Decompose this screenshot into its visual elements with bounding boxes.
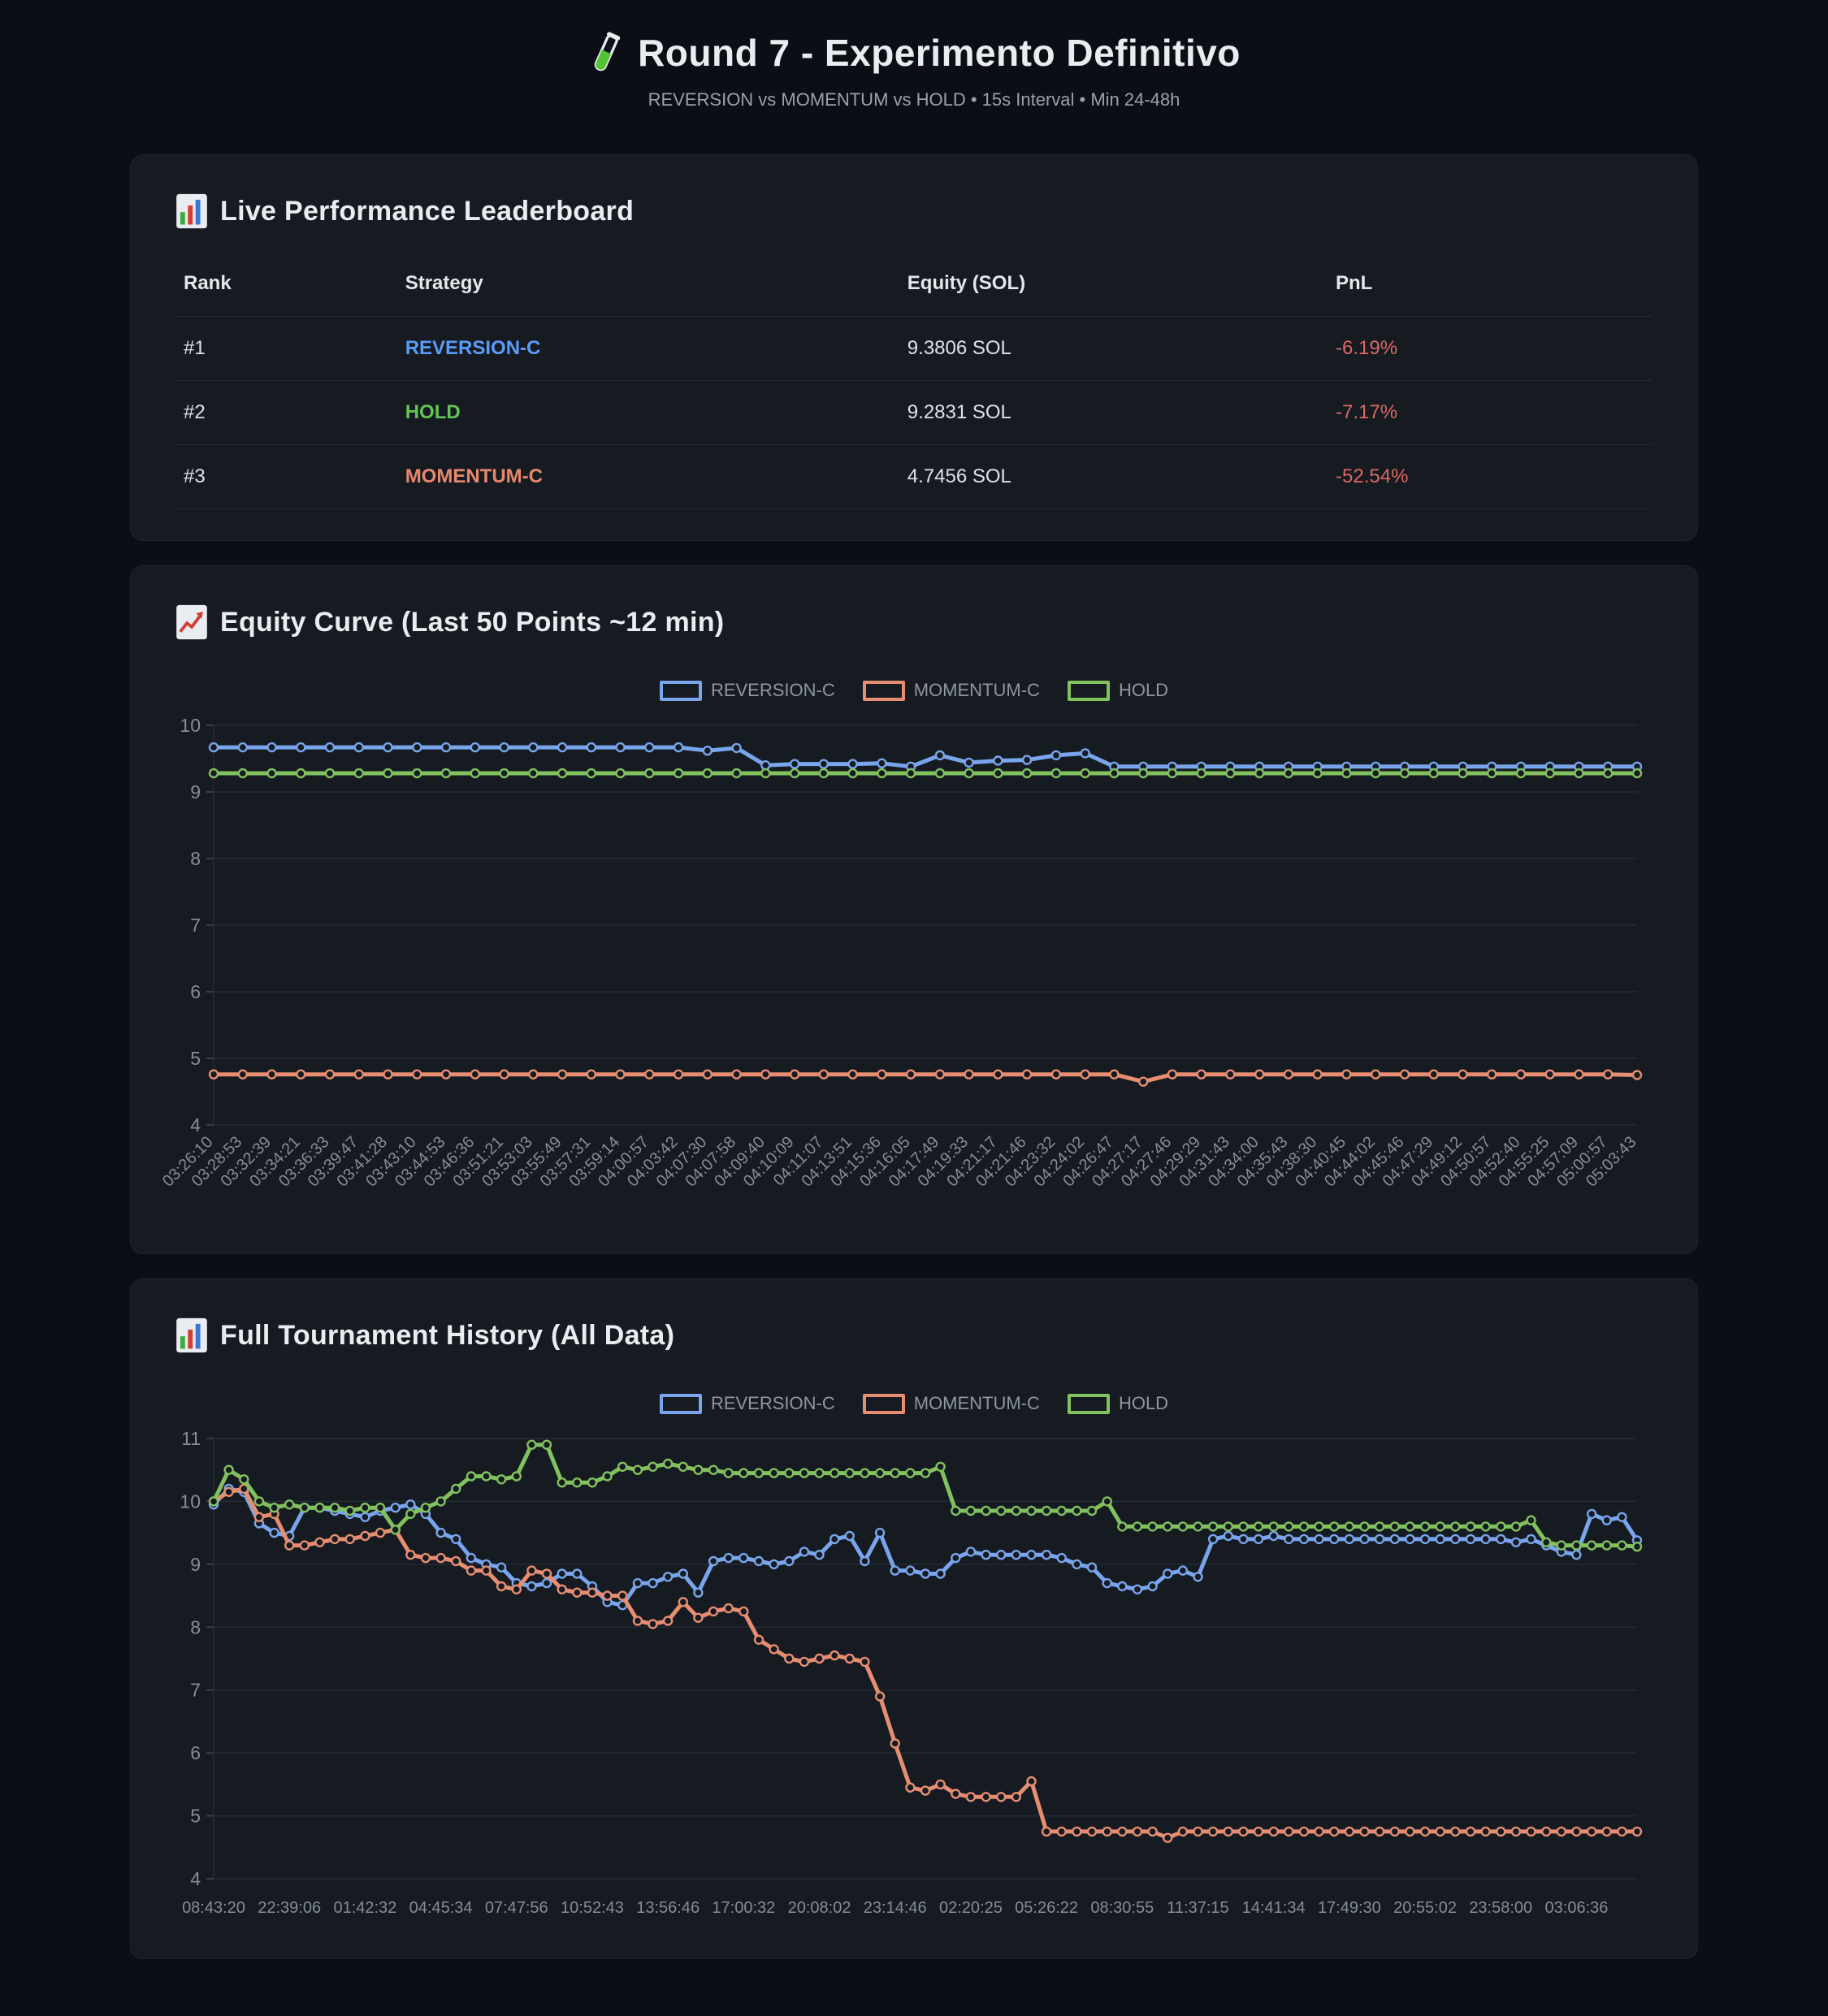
pnl-cell: -7.17% [1328,380,1653,445]
rank-cell: #2 [175,380,397,445]
equity-column-header: Equity (SOL) [907,272,1026,294]
leaderboard-title-text: Live Performance Leaderboard [220,195,635,227]
dashboard-page: Round 7 - Experimento Definitivo REVERSI… [130,0,1698,2016]
page-subtitle: REVERSION vs MOMENTUM vs HOLD • 15s Inte… [648,89,1180,110]
legend-swatch [659,1393,702,1414]
equity-curve-title-text: Equity Curve (Last 50 Points ~12 min) [220,606,725,638]
table-row: #2 HOLD 9.2831 SOL -7.17% [175,380,1653,445]
svg-text:8: 8 [190,1616,201,1637]
strategy-cell: MOMENTUM-C [396,444,899,509]
bar-chart-icon [175,1317,208,1354]
svg-text:23:58:00: 23:58:00 [1469,1899,1532,1917]
leaderboard-body: #1 REVERSION-C 9.3806 SOL -6.19% #2 HOLD 9.283… [175,316,1653,509]
legend-label: MOMENTUM-C [913,680,1040,700]
svg-text:03:06:36: 03:06:36 [1545,1899,1609,1917]
leaderboard-title: Live Performance Leaderboard [175,193,1653,230]
svg-text:23:14:46: 23:14:46 [864,1899,927,1917]
rank-column-header: Rank [184,272,232,294]
svg-text:07:47:56: 07:47:56 [485,1899,548,1917]
legend-item-reversion-c[interactable]: REVERSION-C [659,680,835,701]
tournament-history-title: Full Tournament History (All Data) [163,1317,1665,1354]
equity-cell: 9.2831 SOL [899,380,1328,445]
svg-text:6: 6 [190,1742,201,1763]
svg-text:08:43:20: 08:43:20 [182,1899,245,1917]
strategy-cell: HOLD [396,380,899,445]
svg-text:5: 5 [190,1806,201,1827]
tournament-history-card: Full Tournament History (All Data) REVER… [130,1278,1698,1959]
svg-text:6: 6 [190,981,201,1002]
legend-swatch [1067,1393,1110,1414]
svg-text:08:30:55: 08:30:55 [1090,1899,1154,1917]
svg-text:7: 7 [190,1680,201,1701]
table-header-row: Rank Strategy Equity (SOL) PnL [175,254,1653,317]
chart-legend: REVERSION-C MOMENTUM-C HOLD [163,680,1665,701]
rank-cell: #1 [175,316,397,381]
svg-text:17:00:32: 17:00:32 [712,1899,775,1917]
chart-increasing-icon [175,604,208,641]
svg-text:10: 10 [180,1490,201,1512]
page-title: Round 7 - Experimento Definitivo [130,31,1698,75]
strategy-cell: REVERSION-C [396,316,899,381]
svg-text:20:55:02: 20:55:02 [1393,1899,1457,1917]
pnl-cell: -6.19% [1328,316,1653,381]
svg-text:20:08:02: 20:08:02 [788,1899,851,1917]
table-row: #1 REVERSION-C 9.3806 SOL -6.19% [175,316,1653,381]
svg-text:4: 4 [190,1114,201,1136]
svg-text:9: 9 [190,1554,201,1575]
svg-text:5: 5 [190,1048,201,1069]
svg-text:4: 4 [190,1868,201,1889]
svg-text:11:37:15: 11:37:15 [1167,1899,1228,1917]
equity-curve-chart: 1098765403:26:1003:28:5303:32:3903:34:21… [159,715,1643,1191]
svg-text:10:52:43: 10:52:43 [561,1899,624,1917]
test-tube-icon [587,31,625,75]
legend-item-momentum-c[interactable]: MOMENTUM-C [862,1393,1040,1414]
svg-text:13:56:46: 13:56:46 [636,1899,700,1917]
svg-text:22:39:06: 22:39:06 [258,1899,321,1917]
svg-text:17:49:30: 17:49:30 [1318,1899,1381,1917]
svg-text:01:42:32: 01:42:32 [333,1899,396,1917]
equity-curve-card: Equity Curve (Last 50 Points ~12 min) RE… [130,565,1698,1254]
legend-item-reversion-c[interactable]: REVERSION-C [659,1393,835,1414]
svg-text:7: 7 [190,915,201,936]
tournament-history-chart: 11 10 9 8 7 6 5 4 08:43:20 22:39:06 01:42:32 04:45:… [180,1428,1643,1917]
svg-text:14:41:34: 14:41:34 [1242,1899,1306,1917]
legend-label: HOLD [1118,680,1169,700]
legend-swatch [659,680,702,701]
equity-cell: 4.7456 SOL [899,444,1328,509]
strategy-column-header: Strategy [405,272,483,294]
rank-cell: #3 [175,444,397,509]
svg-text:8: 8 [190,848,201,869]
legend-swatch [862,1393,905,1414]
legend-label: HOLD [1118,1393,1169,1413]
svg-text:02:20:25: 02:20:25 [939,1899,1003,1917]
pnl-column-header: PnL [1336,272,1373,294]
svg-text:10: 10 [180,715,201,736]
legend-item-hold[interactable]: HOLD [1067,1393,1169,1414]
leaderboard-table: Rank Strategy Equity (SOL) PnL #1 REVERSI… [175,254,1653,509]
equity-cell: 9.3806 SOL [899,316,1328,381]
legend-item-momentum-c[interactable]: MOMENTUM-C [862,680,1040,701]
pnl-cell: -52.54% [1328,444,1653,509]
svg-text:11: 11 [181,1428,201,1449]
legend-label: REVERSION-C [710,680,835,700]
svg-text:9: 9 [190,781,201,803]
page-header: Round 7 - Experimento Definitivo REVERSI… [130,0,1698,110]
tournament-history-title-text: Full Tournament History (All Data) [220,1319,675,1351]
legend-swatch [1067,680,1110,701]
page-title-text: Round 7 - Experimento Definitivo [638,32,1241,74]
svg-text:04:45:34: 04:45:34 [409,1899,473,1917]
legend-label: REVERSION-C [710,1393,835,1413]
legend-swatch [862,680,905,701]
leaderboard-card: Live Performance Leaderboard Rank Strate… [130,154,1698,541]
chart-legend: REVERSION-C MOMENTUM-C HOLD [163,1393,1665,1414]
legend-item-hold[interactable]: HOLD [1067,680,1169,701]
bar-chart-icon [175,193,208,230]
svg-text:05:26:22: 05:26:22 [1015,1899,1078,1917]
legend-label: MOMENTUM-C [913,1393,1040,1413]
table-row: #3 MOMENTUM-C 4.7456 SOL -52.54% [175,444,1653,509]
equity-curve-title: Equity Curve (Last 50 Points ~12 min) [163,604,1665,641]
